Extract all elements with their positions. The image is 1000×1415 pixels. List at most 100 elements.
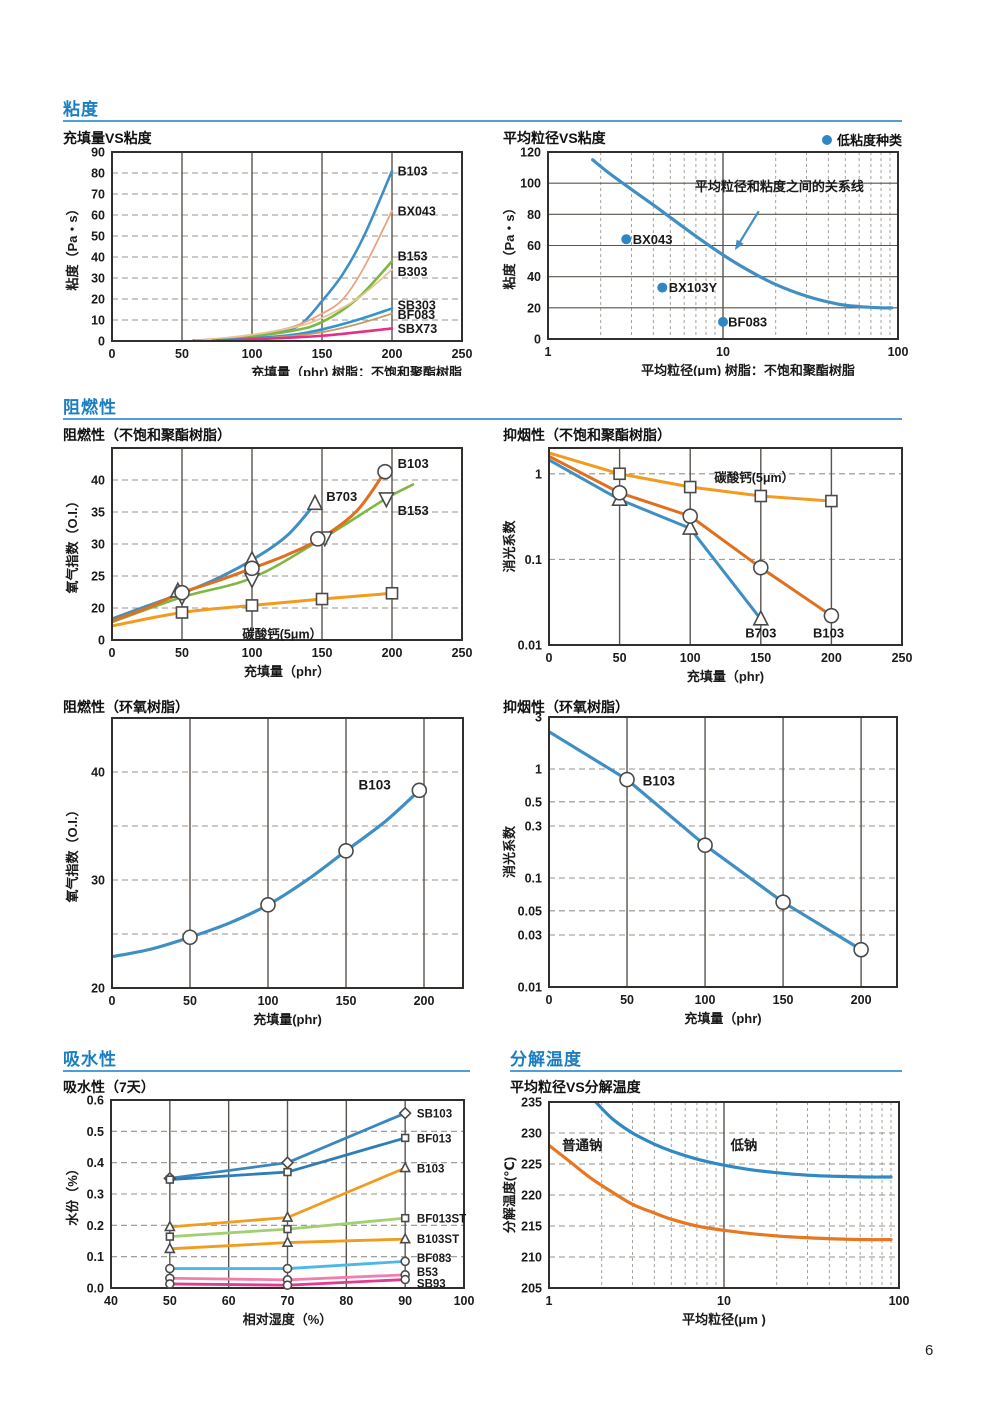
series-BX043 [195,209,393,342]
svg-text:0: 0 [98,634,105,648]
series-label-BF083: BF083 [398,308,436,322]
svg-text:10: 10 [716,345,730,359]
chart-flame-epoxy: 0 50 100 150 200 20 30 40 充填量(phr) 氧气指数（O.I.） B103 [65,717,464,1027]
series-label-SB303: SB303 [398,298,436,312]
svg-text:100: 100 [889,1294,910,1308]
series-label-BX043: BX043 [398,204,436,218]
svg-text:分解温度(℃): 分解温度(℃) [502,1157,517,1233]
svg-text:230: 230 [521,1127,542,1141]
point-BF083 [718,316,728,327]
svg-text:0.01: 0.01 [518,639,542,653]
chart-title-size-vs-viscosity: 平均粒径VS粘度 [503,130,606,146]
svg-text:1: 1 [545,345,552,359]
chart-title-smoke-up: 抑烟性（不饱和聚酯树脂） [503,427,671,443]
series-label-碳酸钙(5μm）: 碳酸钙(5μm） [242,627,322,642]
svg-text:100: 100 [520,177,541,191]
svg-text:35: 35 [91,506,105,520]
svg-text:25: 25 [91,570,105,584]
marker-square [175,606,189,619]
series-label-B103: B103 [398,456,429,471]
plot-border [547,151,899,340]
svg-text:150: 150 [336,994,357,1008]
svg-text:80: 80 [527,208,541,222]
marker-circle [338,843,354,859]
marker-circle [619,771,635,788]
svg-text:0: 0 [534,333,541,347]
series-B153 [205,259,394,342]
marker-square [165,1232,175,1241]
svg-text:150: 150 [312,646,333,660]
chart-smoke-unsaturated-polyester: 0 50 100 150 200 250 1 0.1 0.01 充填量（phr) 消光系数 碳酸钙(5… [502,447,912,684]
svg-text:200: 200 [851,993,872,1007]
marker-square [315,592,329,606]
marker-circle [310,531,326,547]
svg-text:1: 1 [535,467,542,481]
series-关系线 [591,158,894,310]
chart-title-fill-vs-viscosity: 充填量VS粘度 [63,130,152,146]
svg-text:0: 0 [98,335,105,349]
svg-text:充填量（phr): 充填量（phr) [687,669,764,684]
marker-circle [411,782,428,799]
marker-circle [377,463,393,480]
svg-text:50: 50 [91,230,105,244]
svg-text:充填量(phr): 充填量(phr) [253,1012,322,1027]
series-label-B103: B103 [398,164,428,178]
marker-tri-up [164,1241,176,1254]
svg-text:0: 0 [546,651,553,665]
svg-text:50: 50 [620,993,634,1007]
series-label-BF013ST: BF013ST [417,1214,466,1226]
marker-circle [282,1280,293,1290]
series-B703 [111,502,317,621]
marker-circle [823,607,840,624]
marker-tri-up [281,1235,294,1247]
svg-text:80: 80 [91,167,105,181]
chart-smoke-epoxy: 0 50 100 150 200 3 1 0.5 0.3 0.1 0.05 0.03 0.01 充填量（p… [502,711,898,1026]
svg-text:0.0: 0.0 [87,1282,104,1296]
svg-text:30: 30 [91,272,105,286]
section-title-water: 吸水性 [63,1050,117,1069]
marker-tri-up [399,1161,411,1173]
svg-text:40: 40 [527,270,541,284]
svg-text:40: 40 [104,1294,118,1308]
plot-border [548,447,903,646]
marker-square [245,599,259,612]
svg-text:1: 1 [535,763,542,777]
marker-circle [165,1279,175,1289]
svg-text:225: 225 [521,1158,542,1172]
svg-text:50: 50 [163,1294,177,1308]
svg-text:0.05: 0.05 [518,904,542,918]
svg-text:0.3: 0.3 [525,819,542,833]
svg-text:210: 210 [521,1251,542,1265]
plot-border [548,1101,900,1289]
svg-text:0.5: 0.5 [87,1125,104,1139]
svg-text:1: 1 [546,1294,553,1308]
point-BX103Y [657,282,668,293]
svg-text:0.1: 0.1 [525,872,542,886]
marker-circle [853,941,869,958]
marker-circle [400,1274,410,1285]
chart-size-vs-viscosity: 1 10 100 0 20 40 60 80 100 120 平均粒径(μm) 树脂：不饱和聚酯树脂… [502,146,908,377]
annotation-arrowhead [734,239,744,251]
chart-title-flame-epoxy: 阻燃性（环氧树脂） [63,699,189,715]
svg-text:0: 0 [546,993,553,1007]
marker-circle [682,508,698,524]
series-label-SBX73: SBX73 [398,322,438,336]
svg-text:60: 60 [222,1294,236,1308]
svg-text:氧气指数（O.I.）: 氧气指数（O.I.） [65,495,80,595]
series-普通钠 [548,1143,893,1242]
chart-title-smoke-epoxy: 抑烟性（环氧树脂） [503,699,629,715]
marker-circle [752,559,769,576]
svg-text:平均粒径(μm) 树脂：不饱和聚酯树脂: 平均粒径(μm) 树脂：不饱和聚酯树脂 [641,363,855,376]
svg-text:0: 0 [109,994,116,1008]
svg-text:100: 100 [242,646,263,660]
marker-tri-up [281,1210,294,1222]
svg-text:粘度（Pa・s）: 粘度（Pa・s） [502,201,517,290]
svg-text:平均粒径(μm ): 平均粒径(μm ) [682,1312,766,1327]
series-B103 [111,788,421,959]
svg-text:60: 60 [527,239,541,253]
section-rule-water [63,1070,470,1072]
svg-text:0.03: 0.03 [518,928,542,942]
marker-diamond [398,1106,412,1120]
svg-text:100: 100 [258,994,279,1008]
marker-circle [282,1263,293,1274]
